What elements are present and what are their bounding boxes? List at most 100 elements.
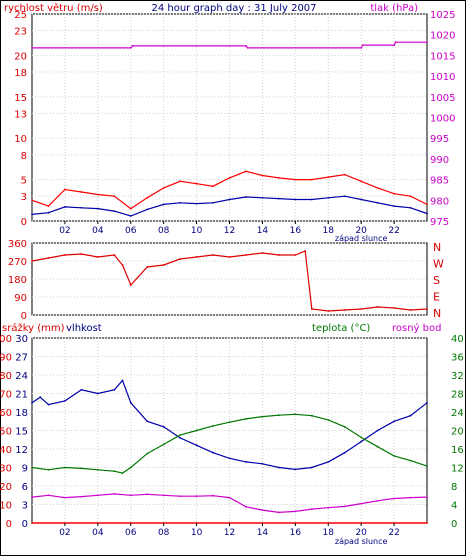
x-tick-label: 20 bbox=[355, 226, 367, 236]
wind-direction-series-point bbox=[393, 307, 395, 309]
humidity-series-point bbox=[360, 440, 363, 443]
x-tick-label: 14 bbox=[257, 226, 269, 236]
pressure-series bbox=[32, 41, 427, 49]
wind-gust-series-point bbox=[278, 177, 280, 179]
pressure-tick-label: 990 bbox=[430, 155, 449, 166]
humidity-tick-label: 9 bbox=[22, 464, 28, 475]
dewpoint-series-point bbox=[113, 493, 116, 495]
dewpoint-series-point bbox=[195, 495, 198, 498]
rain-tick-label: 90 bbox=[0, 353, 12, 364]
wind-speed-tick-label: 15 bbox=[14, 93, 27, 104]
humidity-series-point bbox=[121, 379, 124, 382]
wind-speed-series-point bbox=[327, 196, 330, 199]
temperature-tick-label: 0 bbox=[451, 519, 457, 530]
rain-tick-label: 0 bbox=[6, 519, 12, 530]
wind-gust-series-point bbox=[294, 178, 297, 181]
wind-direction-series-point bbox=[304, 250, 307, 252]
x-tick-label: 20 bbox=[355, 528, 367, 538]
temperature-series-point bbox=[294, 413, 297, 416]
humidity-tick-label: 30 bbox=[15, 334, 28, 345]
wind-speed-series-point bbox=[278, 197, 280, 200]
pressure-tick-label: 980 bbox=[430, 196, 449, 207]
x-tick-label: 18 bbox=[323, 528, 335, 538]
wind-gust-series-point bbox=[245, 170, 247, 173]
temperature-tick-label: 8 bbox=[451, 482, 457, 493]
x-tick-label: 16 bbox=[290, 528, 302, 538]
wind-direction-series-point bbox=[31, 260, 33, 262]
wind-speed-series-point bbox=[146, 208, 149, 211]
dewpoint-series-point bbox=[31, 496, 33, 498]
wind-direction-series-point bbox=[310, 308, 313, 310]
pressure-series-point bbox=[361, 44, 364, 46]
x-tick-label: 04 bbox=[92, 226, 104, 236]
legend-dewpoint: rosný bod bbox=[392, 322, 441, 334]
temperature-series-point bbox=[310, 414, 313, 417]
temperature-series-point bbox=[393, 455, 395, 457]
pressure-series-point bbox=[245, 45, 247, 47]
humidity-series-point bbox=[146, 420, 149, 423]
wind-speed-series-point bbox=[261, 196, 264, 199]
temperature-series-point bbox=[360, 436, 363, 439]
x-tick-label: 06 bbox=[125, 528, 137, 538]
wind-gust-series-point bbox=[146, 196, 149, 199]
pressure-tick-label: 975 bbox=[430, 217, 449, 228]
dewpoint-series-point bbox=[294, 510, 297, 513]
temperature-tick-label: 24 bbox=[451, 408, 464, 419]
x-tick-label: 02 bbox=[59, 528, 70, 538]
pressure-series-point bbox=[129, 47, 132, 49]
wind-gust-series-point bbox=[393, 192, 395, 195]
x-tick-label: 12 bbox=[224, 528, 235, 538]
dewpoint-series-point bbox=[393, 497, 395, 500]
wind-speed-series-point bbox=[360, 198, 363, 201]
dewpoint-series-point bbox=[179, 495, 182, 498]
wind-speed-series-point bbox=[376, 201, 379, 204]
direction-tick-label: 180 bbox=[8, 275, 27, 286]
wind-speed-series-point bbox=[228, 198, 231, 201]
wind-speed-series-point bbox=[245, 196, 247, 198]
pressure-axis-title: tlak (hPa) bbox=[370, 3, 418, 14]
humidity-series-point bbox=[278, 466, 280, 469]
pressure-tick-label: 985 bbox=[430, 176, 449, 187]
sunset-label: západ slunce bbox=[335, 234, 388, 243]
wind-gust-series-point bbox=[96, 193, 99, 196]
wind-gust-series-point bbox=[212, 185, 214, 188]
pressure-series-point bbox=[31, 47, 33, 49]
wind-direction-series-point bbox=[212, 254, 214, 256]
temperature-series-point bbox=[80, 467, 83, 470]
pressure-tick-label: 1015 bbox=[430, 51, 455, 62]
humidity-series-point bbox=[343, 451, 346, 454]
dewpoint-series-point bbox=[212, 494, 214, 497]
wind-gust-series-point bbox=[47, 205, 50, 208]
temperature-series-point bbox=[121, 472, 124, 474]
wind-speed-series-point bbox=[162, 203, 165, 206]
rain-tick-label: 70 bbox=[0, 390, 12, 401]
wind-direction-series-point bbox=[113, 254, 116, 256]
humidity-tick-label: 21 bbox=[15, 390, 28, 401]
x-tick-label: 04 bbox=[92, 528, 104, 538]
wind-speed-series-point bbox=[195, 202, 198, 205]
humidity-series-point bbox=[376, 429, 379, 432]
temperature-series-point bbox=[146, 452, 149, 455]
x-tick-label: 22 bbox=[388, 528, 399, 538]
temperature-series-point bbox=[261, 415, 264, 418]
humidity-series-point bbox=[96, 392, 99, 395]
wind-direction-series-point bbox=[146, 266, 149, 268]
wind-direction-series-point bbox=[376, 306, 379, 308]
wind-speed-series-point bbox=[96, 207, 99, 210]
wind-gust-series-point bbox=[64, 188, 66, 191]
wind-speed-tick-label: 25 bbox=[14, 10, 27, 21]
wind-direction-series-point bbox=[409, 309, 412, 311]
wind-speed-series-point bbox=[294, 198, 297, 201]
temperature-series-point bbox=[96, 468, 99, 471]
humidity-tick-label: 0 bbox=[22, 519, 28, 530]
direction-tick-label: 270 bbox=[8, 257, 27, 268]
wind-gust-series-point bbox=[261, 174, 264, 177]
wind-gust-series-point bbox=[376, 187, 379, 189]
dewpoint-series-point bbox=[47, 494, 50, 497]
compass-label: E bbox=[433, 291, 440, 304]
temperature-tick-label: 32 bbox=[451, 371, 464, 382]
dewpoint-series-point bbox=[245, 505, 247, 508]
dewpoint-series-point bbox=[129, 494, 132, 497]
humidity-series-point bbox=[393, 420, 395, 423]
